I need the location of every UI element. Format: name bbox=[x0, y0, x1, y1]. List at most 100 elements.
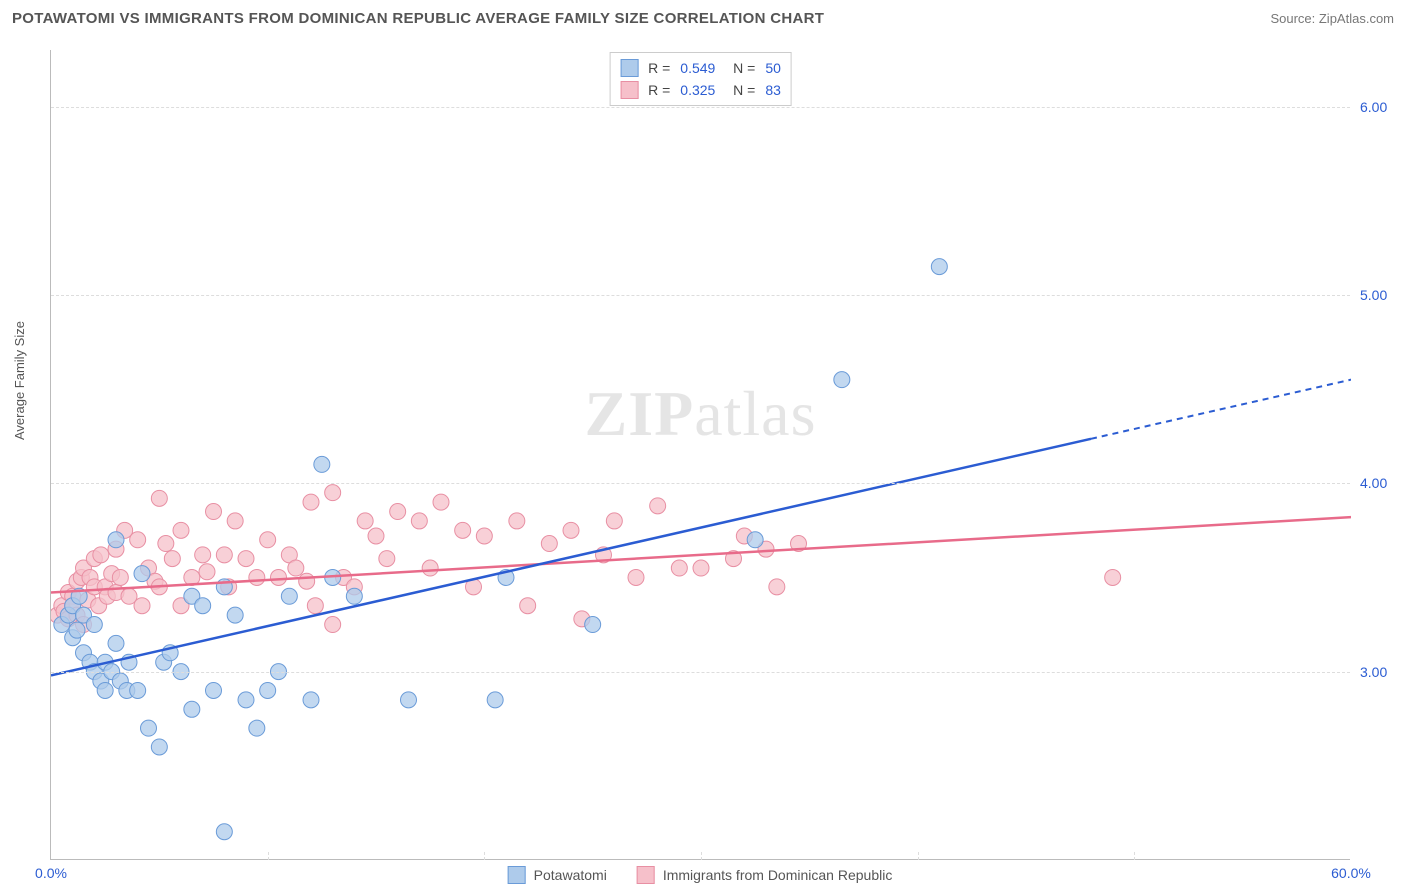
swatch-series-a bbox=[620, 59, 638, 77]
r-label: R = bbox=[648, 82, 670, 98]
r-label: R = bbox=[648, 60, 670, 76]
legend-label-b: Immigrants from Dominican Republic bbox=[663, 867, 893, 883]
data-point bbox=[195, 547, 211, 563]
data-point bbox=[325, 617, 341, 633]
n-value-a: 50 bbox=[765, 60, 781, 76]
data-point bbox=[151, 490, 167, 506]
data-point bbox=[671, 560, 687, 576]
swatch-legend-a bbox=[508, 866, 526, 884]
grid-line-h bbox=[51, 295, 1350, 296]
data-point bbox=[281, 588, 297, 604]
data-point bbox=[271, 569, 287, 585]
data-point bbox=[249, 720, 265, 736]
y-axis-label: Average Family Size bbox=[12, 321, 27, 440]
data-point bbox=[108, 532, 124, 548]
data-point bbox=[227, 607, 243, 623]
svg-layer bbox=[51, 50, 1351, 860]
data-point bbox=[455, 522, 471, 538]
data-point bbox=[216, 824, 232, 840]
grid-line-h bbox=[51, 483, 1350, 484]
data-point bbox=[206, 682, 222, 698]
data-point bbox=[325, 485, 341, 501]
n-label: N = bbox=[725, 60, 755, 76]
data-point bbox=[97, 682, 113, 698]
chart-title: POTAWATOMI VS IMMIGRANTS FROM DOMINICAN … bbox=[12, 10, 824, 27]
data-point bbox=[411, 513, 427, 529]
data-point bbox=[509, 513, 525, 529]
stats-row-a: R = 0.549 N = 50 bbox=[620, 57, 781, 79]
x-tick-label: 0.0% bbox=[35, 865, 67, 881]
r-value-a: 0.549 bbox=[680, 60, 715, 76]
data-point bbox=[422, 560, 438, 576]
legend-bottom: Potawatomi Immigrants from Dominican Rep… bbox=[508, 866, 893, 884]
x-tick-mark bbox=[918, 852, 919, 860]
data-point bbox=[108, 635, 124, 651]
data-point bbox=[184, 701, 200, 717]
data-point bbox=[260, 532, 276, 548]
data-point bbox=[541, 536, 557, 552]
data-point bbox=[346, 588, 362, 604]
data-point bbox=[650, 498, 666, 514]
data-point bbox=[1105, 569, 1121, 585]
data-point bbox=[747, 532, 763, 548]
data-point bbox=[476, 528, 492, 544]
data-point bbox=[164, 551, 180, 567]
data-point bbox=[227, 513, 243, 529]
y-tick-label: 5.00 bbox=[1360, 287, 1387, 303]
data-point bbox=[141, 720, 157, 736]
n-label: N = bbox=[725, 82, 755, 98]
x-tick-mark bbox=[268, 852, 269, 860]
trend-line-extrapolated bbox=[1091, 380, 1351, 439]
title-bar: POTAWATOMI VS IMMIGRANTS FROM DOMINICAN … bbox=[12, 10, 1394, 27]
x-tick-label: 60.0% bbox=[1331, 865, 1371, 881]
legend-label-a: Potawatomi bbox=[534, 867, 607, 883]
data-point bbox=[628, 569, 644, 585]
data-point bbox=[130, 532, 146, 548]
chart-area: ZIPatlas R = 0.549 N = 50 R = 0.325 N = … bbox=[50, 50, 1350, 860]
data-point bbox=[769, 579, 785, 595]
legend-item-a: Potawatomi bbox=[508, 866, 607, 884]
x-tick-mark bbox=[484, 852, 485, 860]
data-point bbox=[199, 564, 215, 580]
data-point bbox=[433, 494, 449, 510]
data-point bbox=[401, 692, 417, 708]
data-point bbox=[379, 551, 395, 567]
data-point bbox=[563, 522, 579, 538]
data-point bbox=[368, 528, 384, 544]
data-point bbox=[307, 598, 323, 614]
data-point bbox=[238, 551, 254, 567]
data-point bbox=[606, 513, 622, 529]
stats-row-b: R = 0.325 N = 83 bbox=[620, 79, 781, 101]
data-point bbox=[216, 547, 232, 563]
stats-legend-box: R = 0.549 N = 50 R = 0.325 N = 83 bbox=[609, 52, 792, 106]
data-point bbox=[299, 573, 315, 589]
data-point bbox=[390, 504, 406, 520]
data-point bbox=[238, 692, 254, 708]
data-point bbox=[585, 617, 601, 633]
data-point bbox=[303, 692, 319, 708]
data-point bbox=[314, 456, 330, 472]
data-point bbox=[151, 739, 167, 755]
data-point bbox=[195, 598, 211, 614]
legend-item-b: Immigrants from Dominican Republic bbox=[637, 866, 893, 884]
data-point bbox=[288, 560, 304, 576]
data-point bbox=[260, 682, 276, 698]
data-point bbox=[134, 566, 150, 582]
swatch-legend-b bbox=[637, 866, 655, 884]
data-point bbox=[134, 598, 150, 614]
data-point bbox=[357, 513, 373, 529]
swatch-series-b bbox=[620, 81, 638, 99]
data-point bbox=[834, 372, 850, 388]
y-tick-label: 3.00 bbox=[1360, 664, 1387, 680]
source-label: Source: ZipAtlas.com bbox=[1270, 11, 1394, 26]
data-point bbox=[173, 522, 189, 538]
data-point bbox=[693, 560, 709, 576]
data-point bbox=[303, 494, 319, 510]
data-point bbox=[130, 682, 146, 698]
data-point bbox=[93, 547, 109, 563]
x-tick-mark bbox=[701, 852, 702, 860]
data-point bbox=[520, 598, 536, 614]
r-value-b: 0.325 bbox=[680, 82, 715, 98]
data-point bbox=[487, 692, 503, 708]
plot-region: ZIPatlas R = 0.549 N = 50 R = 0.325 N = … bbox=[50, 50, 1350, 860]
